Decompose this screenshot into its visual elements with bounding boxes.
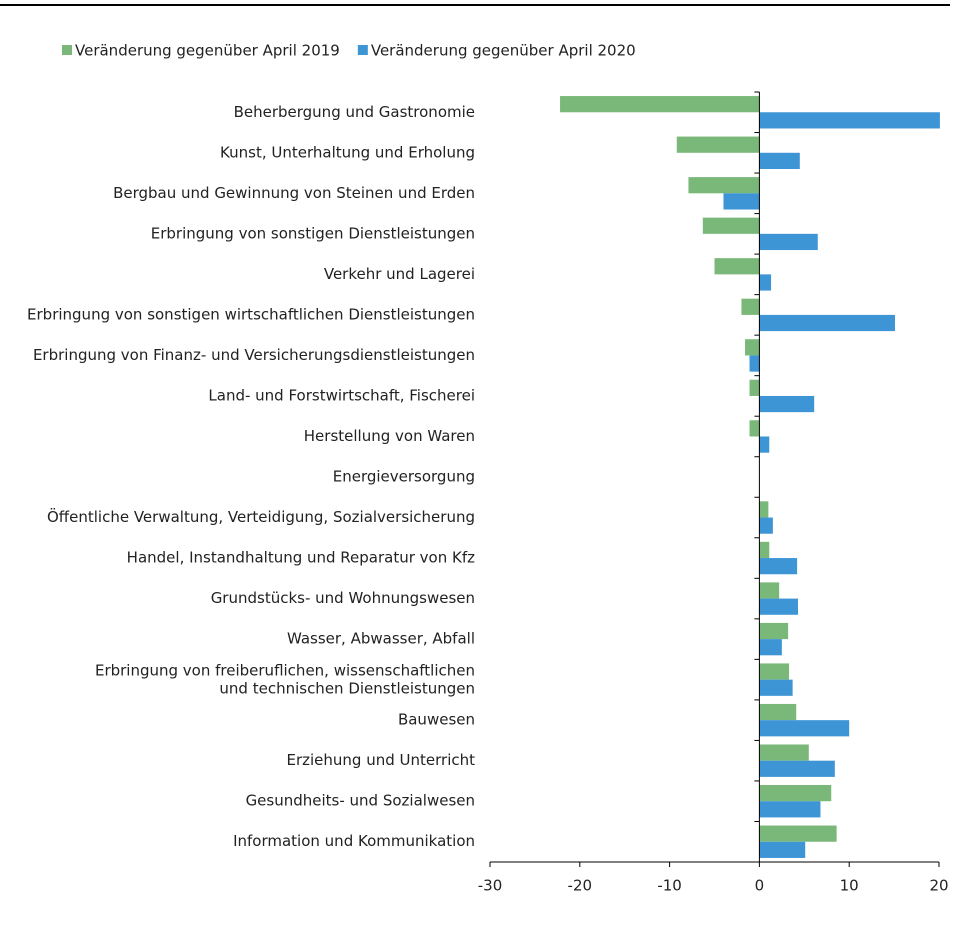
bar bbox=[688, 177, 760, 194]
bar bbox=[759, 663, 790, 680]
bar bbox=[759, 744, 809, 761]
category-label: Erbringung von sonstigen wirtschaftliche… bbox=[27, 305, 475, 323]
bar bbox=[759, 517, 773, 534]
legend-label: Veränderung gegenüber April 2019 bbox=[75, 42, 340, 60]
category-label: Information und Kommunikation bbox=[233, 832, 475, 850]
category-label: Verkehr und Lagerei bbox=[324, 265, 475, 283]
x-tick-label: 20 bbox=[929, 877, 948, 895]
category-label: Erbringung von sonstigen Dienstleistunge… bbox=[151, 224, 475, 242]
bar bbox=[759, 558, 798, 575]
x-tick-label: 10 bbox=[840, 877, 859, 895]
bar bbox=[560, 96, 760, 113]
bar bbox=[759, 395, 815, 413]
bar bbox=[759, 436, 770, 453]
bar bbox=[702, 217, 760, 234]
x-tick-label: 0 bbox=[755, 877, 765, 895]
category-label: Bergbau und Gewinnung von Steinen und Er… bbox=[113, 184, 475, 202]
bar bbox=[759, 760, 835, 777]
bar bbox=[759, 598, 799, 615]
category-label: Bauwesen bbox=[398, 711, 475, 729]
bar bbox=[759, 679, 793, 696]
bar bbox=[676, 136, 760, 153]
bar bbox=[759, 314, 895, 332]
category-label: Erziehung und Unterricht bbox=[287, 751, 476, 769]
category-label: Beherbergung und Gastronomie bbox=[234, 103, 475, 121]
bar bbox=[749, 379, 760, 396]
bar bbox=[759, 582, 780, 599]
bar bbox=[759, 622, 789, 640]
bar bbox=[759, 785, 832, 802]
category-label: Handel, Instandhaltung und Reparatur von… bbox=[127, 549, 475, 567]
bar bbox=[759, 274, 772, 291]
bar bbox=[759, 801, 821, 818]
bar bbox=[759, 841, 806, 858]
bar bbox=[759, 501, 769, 518]
x-tick-label: -30 bbox=[478, 877, 503, 895]
bar bbox=[749, 420, 760, 437]
bar bbox=[759, 825, 837, 842]
x-tick-label: -20 bbox=[568, 877, 593, 895]
bar bbox=[759, 112, 940, 129]
category-label: Wasser, Abwasser, Abfall bbox=[287, 630, 475, 648]
category-label: Erbringung von freiberuflichen, wissensc… bbox=[95, 661, 475, 697]
bar bbox=[759, 152, 800, 169]
category-label: Gesundheits- und Sozialwesen bbox=[246, 792, 475, 810]
bar bbox=[745, 339, 760, 356]
x-tick-label: -10 bbox=[657, 877, 682, 895]
category-label: Energieversorgung bbox=[333, 468, 475, 486]
bar bbox=[749, 355, 760, 372]
bar bbox=[723, 193, 760, 210]
bar bbox=[714, 258, 760, 275]
category-label: Land- und Forstwirtschaft, Fischerei bbox=[208, 386, 475, 404]
bar bbox=[759, 720, 850, 737]
category-label: Erbringung von Finanz- und Versicherungs… bbox=[33, 346, 475, 364]
bar bbox=[741, 298, 760, 315]
legend-label: Veränderung gegenüber April 2020 bbox=[371, 42, 636, 60]
bar bbox=[759, 233, 818, 251]
bar bbox=[759, 541, 770, 559]
bar bbox=[759, 703, 797, 721]
category-label: Öffentliche Verwaltung, Verteidigung, So… bbox=[47, 507, 475, 526]
bar bbox=[759, 639, 782, 656]
category-label: Herstellung von Waren bbox=[304, 427, 475, 445]
legend-swatch bbox=[62, 45, 72, 55]
legend-swatch bbox=[357, 45, 368, 55]
category-label: Kunst, Unterhaltung und Erholung bbox=[220, 143, 475, 161]
category-label: Grundstücks- und Wohnungswesen bbox=[211, 589, 475, 607]
